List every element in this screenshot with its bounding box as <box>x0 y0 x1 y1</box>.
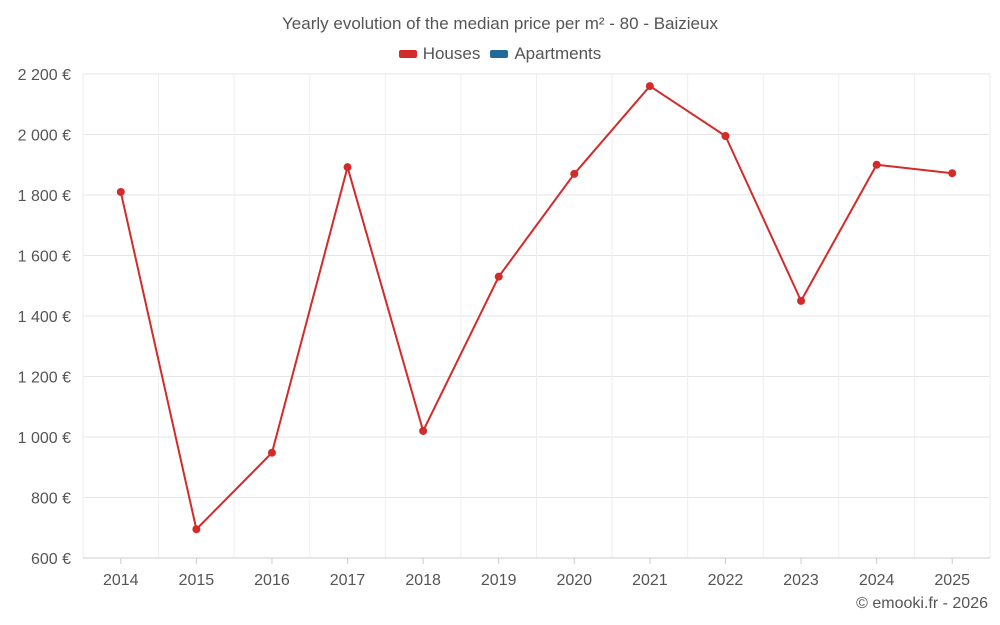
data-point <box>948 169 957 178</box>
y-tick-label: 2 200 € <box>18 67 71 84</box>
x-tick-label: 2020 <box>556 572 592 589</box>
legend-label-apartments: Apartments <box>514 44 602 63</box>
data-point <box>192 525 201 534</box>
legend-swatch-houses <box>398 50 417 58</box>
x-tick-label: 2015 <box>179 572 215 589</box>
y-tick-label: 1 000 € <box>18 430 71 447</box>
x-tick-label: 2021 <box>632 572 668 589</box>
data-point <box>267 448 276 457</box>
y-tick-label: 600 € <box>31 551 71 568</box>
x-tick-label: 2019 <box>481 572 517 589</box>
data-point <box>419 426 428 435</box>
legend-swatch-apartments <box>490 50 509 58</box>
legend-label-houses: Houses <box>422 44 481 63</box>
x-tick-label: 2016 <box>254 572 290 589</box>
x-tick-label: 2018 <box>405 572 441 589</box>
copyright-footer: © emooki.fr - 2026 <box>856 595 988 612</box>
y-tick-label: 1 800 € <box>18 188 71 205</box>
data-point <box>721 132 730 141</box>
data-point <box>494 272 503 281</box>
series-line-houses <box>119 85 953 531</box>
x-tick-label: 2017 <box>330 572 366 589</box>
chart-title: Yearly evolution of the median price per… <box>282 14 718 33</box>
data-point <box>116 187 125 196</box>
y-tick-label: 2 000 € <box>18 128 71 145</box>
y-tick-label: 1 400 € <box>18 309 71 326</box>
x-tick-label: 2024 <box>859 572 895 589</box>
x-tick-label: 2023 <box>783 572 819 589</box>
y-tick-label: 1 200 € <box>18 370 71 387</box>
data-point <box>872 160 881 169</box>
x-tick-label: 2022 <box>708 572 744 589</box>
data-point <box>343 163 352 172</box>
x-tick-label: 2014 <box>103 572 139 589</box>
y-tick-label: 1 600 € <box>18 249 71 266</box>
data-point <box>797 296 806 305</box>
legend-item-houses[interactable]: Houses <box>398 44 481 64</box>
legend: Houses Apartments <box>0 44 1000 64</box>
legend-item-apartments[interactable]: Apartments <box>490 44 601 64</box>
x-tick-label: 2025 <box>934 572 970 589</box>
y-tick-label: 800 € <box>31 491 71 508</box>
data-point <box>570 169 579 178</box>
data-point <box>645 82 654 91</box>
